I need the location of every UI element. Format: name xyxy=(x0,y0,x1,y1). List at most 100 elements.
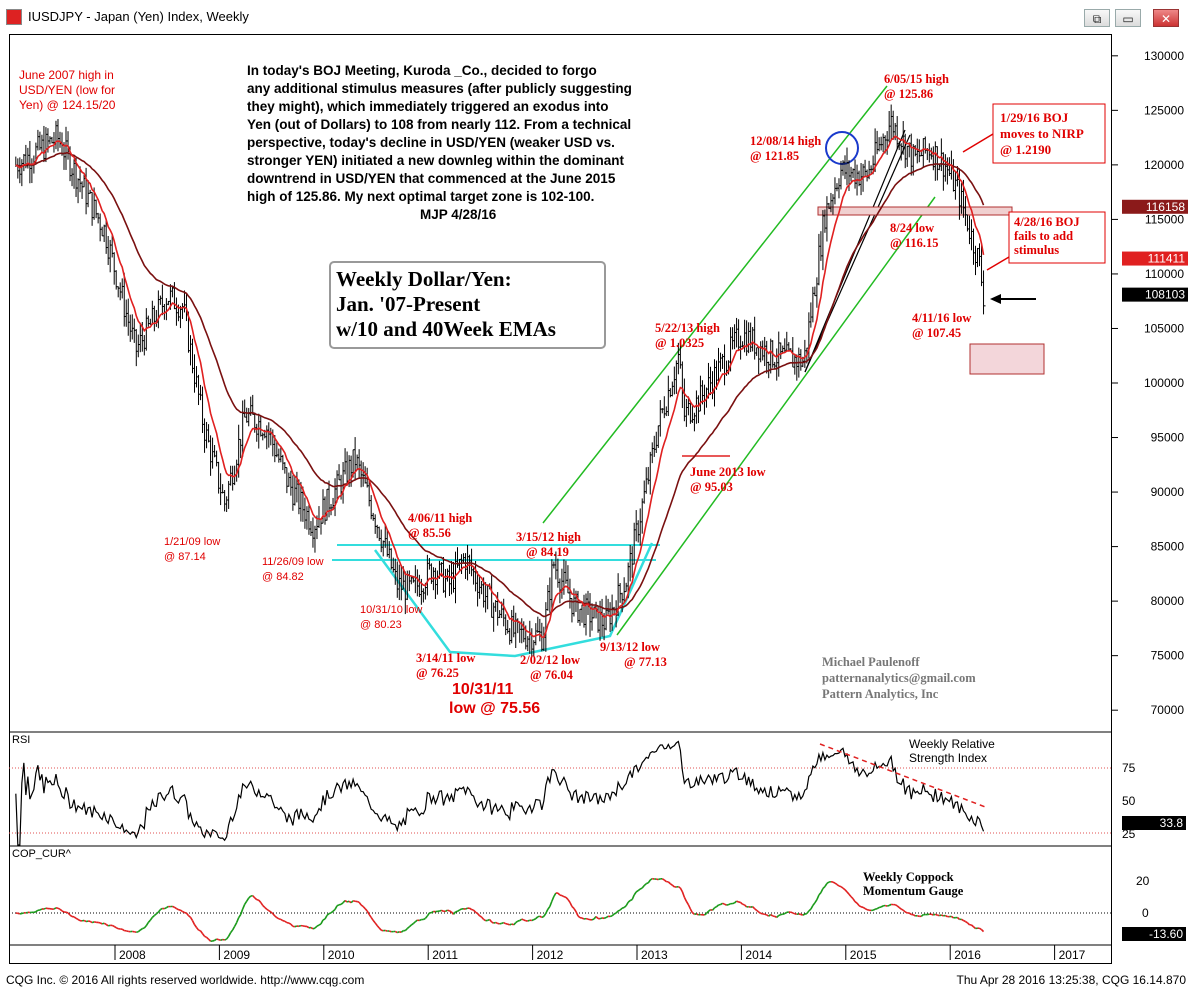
coppock-segment xyxy=(722,902,725,905)
coppock-segment xyxy=(476,913,481,917)
coppock-segment xyxy=(115,926,119,930)
coppock-segment xyxy=(711,907,716,911)
coppock-segment xyxy=(342,900,346,904)
maximize-icon[interactable]: ▭ xyxy=(1115,9,1141,27)
coppock-segment xyxy=(449,910,452,913)
coppock-segment xyxy=(180,909,183,913)
coppock-segment xyxy=(430,910,434,914)
coppock-segment xyxy=(187,915,192,918)
coppock-segment xyxy=(539,915,543,919)
coppock-segment xyxy=(900,908,904,911)
coppock-segment xyxy=(414,919,418,923)
coppock-line xyxy=(15,877,985,943)
coppock-segment xyxy=(358,901,362,906)
coppock-segment xyxy=(256,898,259,901)
coppock-segment xyxy=(758,911,762,914)
coppock-segment xyxy=(715,904,720,908)
coppock-annotation: Weekly Coppock Momentum Gauge xyxy=(863,870,964,898)
coppock-segment xyxy=(860,906,864,909)
svg-text:4/06/11 high@ 85.56: 4/06/11 high @ 85.56 xyxy=(408,511,472,540)
coppock-segment xyxy=(396,931,400,934)
coppock-segment xyxy=(406,926,410,930)
coppock-segment xyxy=(605,915,609,919)
coppock-segment xyxy=(274,915,278,919)
coppock-segment xyxy=(810,905,814,910)
coppock-segment xyxy=(852,898,856,903)
coppock-segment xyxy=(920,914,924,917)
chart-frame xyxy=(9,34,1112,964)
coppock-segment xyxy=(356,900,360,904)
coppock-segment xyxy=(225,935,230,940)
coppock-segment xyxy=(621,906,625,909)
coppock-segment xyxy=(884,904,888,907)
coppock-segment xyxy=(153,913,157,917)
coppock-segment xyxy=(164,907,167,910)
price-value-tag-label: 111411 xyxy=(1148,252,1186,266)
coppock-segment xyxy=(619,907,623,911)
coppock-segment xyxy=(288,922,292,925)
coppock-segment xyxy=(931,913,934,916)
price-value-tag xyxy=(1122,287,1188,302)
coppock-segment xyxy=(475,911,479,915)
coppock-segment xyxy=(808,908,812,912)
coppock-segment xyxy=(531,918,535,922)
coppock-segment xyxy=(254,897,258,901)
coppock-segment xyxy=(67,912,71,916)
rsi-tick-25: 25 xyxy=(1122,827,1136,841)
coppock-segment xyxy=(182,910,185,914)
coppock-segment xyxy=(732,902,735,905)
coppock-segment xyxy=(340,902,344,906)
coppock-segment xyxy=(939,914,942,917)
coppock-segment xyxy=(840,885,844,889)
price-tick-label: 125000 xyxy=(1144,103,1184,117)
coppock-segment xyxy=(360,904,364,908)
coppock-segment xyxy=(260,902,264,906)
coppock-segment xyxy=(683,896,688,902)
coppock-segment xyxy=(324,914,328,920)
coppock-segment xyxy=(33,910,37,914)
restore-icon[interactable]: ⧉ xyxy=(1084,9,1110,27)
footer-timestamp: Thu Apr 28 2016 13:25:38, CQG 16.14.870 xyxy=(956,973,1187,987)
coppock-segment xyxy=(246,897,250,902)
coppock-segment xyxy=(509,923,513,926)
resistance-zone xyxy=(817,206,1013,216)
coppock-segment xyxy=(856,902,860,907)
coppock-segment xyxy=(864,907,868,911)
coppock-segment xyxy=(218,938,221,942)
coppock-segment xyxy=(782,912,786,915)
coppock-segment xyxy=(836,883,840,887)
coppock-segment xyxy=(627,899,631,903)
coppock-segment xyxy=(694,913,697,916)
coppock-segment xyxy=(623,905,627,909)
coppock-segment xyxy=(705,910,710,914)
coppock-segment xyxy=(778,913,782,917)
coppock-segment xyxy=(336,904,340,907)
coppock-segment xyxy=(599,917,603,920)
coppock-segment xyxy=(935,913,938,916)
coppock-segment xyxy=(314,925,318,929)
svg-text:June 2013 low@ 95.03: June 2013 low @ 95.03 xyxy=(690,465,766,494)
coppock-segment xyxy=(224,938,227,941)
coppock-segment xyxy=(142,927,145,930)
coppock-segment xyxy=(61,910,65,913)
coppock-segment xyxy=(872,908,876,911)
coppock-segment xyxy=(834,882,838,886)
coppock-segment xyxy=(139,927,143,931)
close-icon[interactable]: ✕ xyxy=(1153,9,1179,27)
coppock-segment xyxy=(447,909,450,912)
coppock-current-value: -13.60 xyxy=(1149,927,1183,941)
svg-text:5/22/13 high@ 1.0325: 5/22/13 high @ 1.0325 xyxy=(655,321,720,350)
ema10-line xyxy=(15,135,985,638)
coppock-segment xyxy=(455,910,458,913)
coppock-label: COP_CUR^ xyxy=(12,848,72,860)
boj-callout-box xyxy=(1008,211,1106,264)
coppock-segment xyxy=(198,929,201,932)
coppock-segment xyxy=(159,907,163,911)
nirp-callout-pointer xyxy=(962,133,994,153)
coppock-segment xyxy=(501,921,504,925)
coppock-segment xyxy=(143,925,147,929)
coppock-segment xyxy=(481,916,485,920)
author-credit: Michael Paulenoff patternanalytics@gmail.… xyxy=(822,655,976,701)
coppock-segment xyxy=(573,907,577,912)
